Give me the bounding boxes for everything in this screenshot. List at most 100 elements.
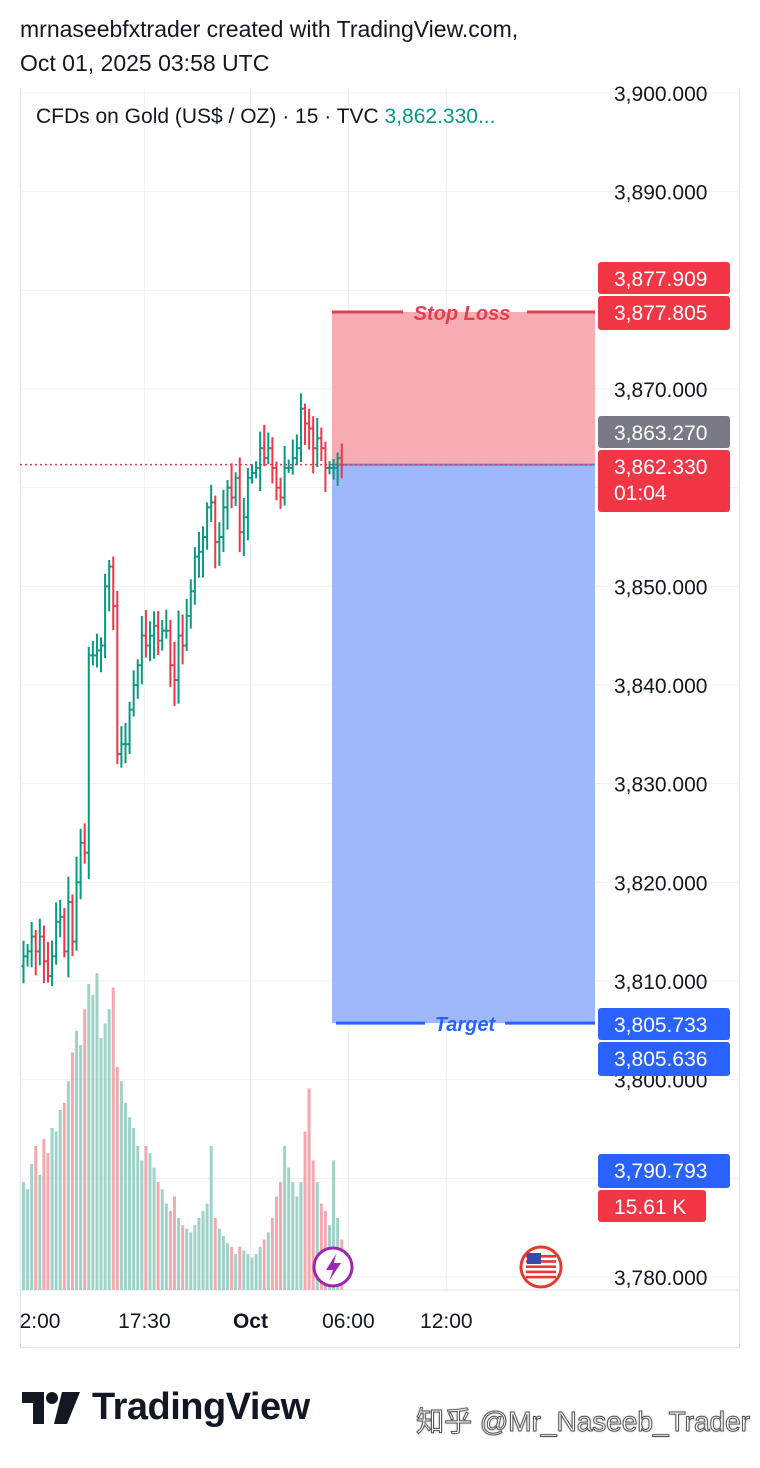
volume-bar bbox=[246, 1254, 250, 1290]
volume-bar bbox=[124, 1102, 127, 1290]
volume-bar bbox=[79, 1045, 83, 1290]
price-tag-label: 3,790.793 bbox=[614, 1160, 707, 1183]
volume-bar bbox=[226, 1243, 229, 1290]
price-tag-label: 15.61 K bbox=[614, 1196, 686, 1219]
price-tick-label: 3,870.000 bbox=[614, 379, 707, 402]
volume-bar bbox=[332, 1160, 336, 1290]
price-tick-label: 3,890.000 bbox=[614, 182, 707, 205]
volume-bar bbox=[164, 1203, 168, 1290]
volume-bar bbox=[295, 1196, 299, 1290]
price-tag-label: 3,877.909 bbox=[614, 268, 707, 291]
time-tick-label: 2:00 bbox=[20, 1310, 61, 1333]
price-tick-label: 3,820.000 bbox=[614, 872, 707, 895]
volume-bar bbox=[213, 1218, 217, 1290]
price-tag-box bbox=[598, 262, 730, 294]
volume-bar bbox=[87, 984, 91, 1290]
volume-bar bbox=[160, 1189, 164, 1290]
us-flag-icon bbox=[519, 1245, 563, 1289]
volume-bar bbox=[83, 1009, 87, 1290]
price-tag-box bbox=[598, 296, 730, 330]
volume-bar bbox=[136, 1146, 140, 1290]
volume-bar bbox=[144, 1146, 148, 1290]
volume-bar bbox=[95, 973, 99, 1290]
countdown-label: 01:04 bbox=[614, 482, 667, 505]
volume-bar bbox=[140, 1160, 144, 1290]
price-tick-label: 3,830.000 bbox=[614, 774, 707, 797]
tradingview-logo-icon bbox=[22, 1391, 80, 1424]
volume-bar bbox=[311, 1160, 315, 1290]
price-tag-box bbox=[598, 1008, 730, 1040]
lightning-bolt bbox=[326, 1254, 341, 1281]
flag-stripe bbox=[526, 1275, 556, 1279]
volume-bar bbox=[193, 1225, 197, 1290]
volume-bar bbox=[107, 1009, 111, 1290]
position-zones: Stop Loss Target bbox=[20, 303, 595, 1036]
symbol-last-price: 3,862.330... bbox=[384, 105, 496, 128]
volume-bar bbox=[34, 1146, 38, 1290]
price-tag-label: 3,805.636 bbox=[614, 1048, 707, 1071]
volume-bar bbox=[209, 1146, 213, 1290]
volume-bar bbox=[221, 1236, 225, 1290]
volume-bar bbox=[266, 1232, 270, 1290]
volume-bar bbox=[172, 1196, 176, 1290]
price-tag-box bbox=[598, 1042, 730, 1076]
chart-icons bbox=[312, 1245, 563, 1289]
stop-loss-label: Stop Loss bbox=[414, 303, 511, 325]
symbol-legend[interactable]: CFDs on Gold (US$ / OZ) · 15 · TVC 3,862… bbox=[36, 105, 495, 129]
volume-bar bbox=[185, 1228, 189, 1290]
time-tick-label: 06:00 bbox=[322, 1310, 375, 1333]
price-tick-label: 3,810.000 bbox=[614, 971, 707, 994]
price-tick-label: 3,780.000 bbox=[614, 1267, 707, 1290]
volume-bar bbox=[299, 1182, 303, 1290]
target-zone bbox=[332, 464, 595, 1024]
target-label: Target bbox=[435, 1014, 497, 1036]
time-tick-label: 12:00 bbox=[420, 1310, 473, 1333]
price-tag-box bbox=[598, 1154, 730, 1188]
volume-bar bbox=[119, 1081, 123, 1290]
volume-bar bbox=[250, 1257, 254, 1290]
time-axis: 2:00 17:30 Oct 06:00 12:00 bbox=[20, 1310, 473, 1333]
volume-bar bbox=[58, 1110, 62, 1290]
price-tick-label: 3,850.000 bbox=[614, 576, 707, 599]
volume-bar bbox=[103, 1023, 107, 1290]
volume-bar bbox=[111, 987, 115, 1290]
volume-bar bbox=[307, 1088, 311, 1290]
price-tag-box bbox=[598, 1190, 706, 1222]
volume-bar bbox=[62, 1102, 66, 1290]
volume-bar bbox=[303, 1131, 307, 1290]
flag-stripe bbox=[526, 1265, 556, 1268]
volume-bar bbox=[75, 1030, 79, 1290]
price-tag-label: 3,863.270 bbox=[614, 422, 707, 445]
volume-bar bbox=[115, 1066, 119, 1290]
chart-author-line: mrnaseebfxtrader created with TradingVie… bbox=[20, 16, 519, 42]
volume-bar bbox=[30, 1164, 34, 1290]
volume-bar bbox=[177, 1218, 181, 1290]
watermark: 知乎 @Mr_Naseeb_Trader bbox=[416, 1406, 751, 1438]
price-tag-label: 3,805.733 bbox=[614, 1014, 707, 1037]
price-tick-label: 3,840.000 bbox=[614, 675, 707, 698]
volume-bar bbox=[217, 1228, 221, 1290]
volume-bar bbox=[168, 1210, 172, 1290]
price-chart[interactable]: Stop Loss Target 3,900.000 3,890.000 3,870.… bbox=[0, 0, 760, 1360]
volume-bar bbox=[319, 1203, 323, 1290]
volume-bar bbox=[181, 1225, 185, 1290]
volume-bar bbox=[38, 1174, 42, 1290]
volume-bar bbox=[205, 1203, 209, 1290]
flag-canton bbox=[527, 1253, 541, 1264]
volume-bar bbox=[234, 1254, 238, 1290]
stop-loss-zone bbox=[332, 311, 595, 465]
volume-bar bbox=[70, 1052, 74, 1290]
volume-bar bbox=[66, 1081, 70, 1290]
volume-bar bbox=[270, 1218, 274, 1290]
price-tick-label: 3,900.000 bbox=[614, 83, 707, 106]
volume-bar bbox=[26, 1189, 30, 1290]
volume-bar bbox=[156, 1182, 160, 1290]
volume-bar bbox=[197, 1218, 201, 1290]
volume-bar bbox=[258, 1246, 262, 1290]
volume-bar bbox=[152, 1167, 156, 1290]
time-tick-label: 17:30 bbox=[118, 1310, 171, 1333]
tradingview-logo[interactable]: TradingView bbox=[22, 1386, 310, 1429]
volume-bar bbox=[50, 1128, 54, 1290]
volume-bar bbox=[189, 1232, 193, 1290]
volume-bar bbox=[274, 1196, 278, 1290]
